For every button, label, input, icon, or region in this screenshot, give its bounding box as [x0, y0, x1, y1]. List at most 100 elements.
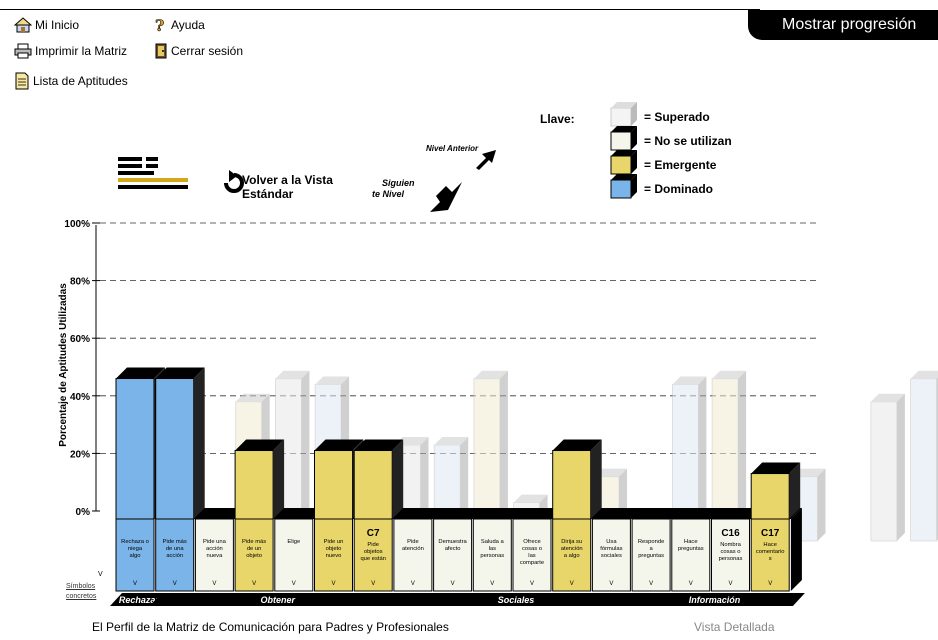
print-matrix-label: Imprimir la Matriz [35, 44, 127, 58]
concrete-symbols-link-2[interactable]: concretos [66, 593, 97, 600]
ghost-bar-top [712, 370, 747, 379]
back-to-standard-view-link[interactable]: Volver a la Vista Estándar [242, 173, 333, 201]
group-bar-2 [387, 593, 647, 606]
cell-label-1: acción [166, 553, 183, 559]
group-label-3: Información [689, 595, 741, 605]
y-tick-label-5: 100% [64, 219, 90, 230]
bar-side-6 [392, 439, 404, 519]
cell-1 [155, 518, 195, 592]
logout-label: Cerrar sesión [171, 44, 244, 58]
key-swatch-1 [610, 131, 632, 151]
ghost-bar-top [870, 393, 905, 402]
home-link[interactable]: Mi Inicio [14, 17, 79, 33]
key-swatch-3 [610, 179, 632, 199]
cell-label-15: personas [719, 556, 743, 562]
document-icon [14, 72, 30, 90]
key-title: Llave: [540, 112, 575, 126]
cell-label-11: Dirija su [561, 539, 582, 545]
cell-label-5: nuevo [326, 553, 342, 559]
cell-7 [393, 518, 433, 592]
show-progression-button[interactable]: Mostrar progresión [748, 10, 938, 40]
ghost-bar [910, 378, 937, 542]
ghost-bar-side [896, 393, 905, 541]
cell-mark-10: V [530, 581, 534, 587]
back-to-standard-line1: Volver a la Vista [242, 173, 333, 187]
cell-8 [433, 518, 473, 592]
cell-label-10: las [528, 553, 536, 559]
key-swatch-side-2 [631, 150, 637, 174]
bar-side-3 [273, 439, 285, 519]
next-level-label-1[interactable]: Siguien [382, 178, 415, 188]
footer-title: El Perfil de la Matriz de Comunicación p… [92, 620, 449, 634]
cell-mark-8: V [451, 581, 455, 587]
cell-mark-16: V [768, 581, 772, 587]
next-level-arrow-icon [430, 182, 462, 212]
logout-link[interactable]: Cerrar sesión [154, 43, 243, 59]
print-matrix-link[interactable]: Imprimir la Matriz [14, 43, 127, 59]
cell-label-0: niega [128, 546, 143, 552]
bar-top-1 [155, 367, 205, 379]
detailed-view-link[interactable]: Vista Detallada [694, 620, 775, 634]
door-icon [154, 43, 168, 59]
cell-0 [115, 518, 155, 592]
previous-level-label[interactable]: Nivel Anterior [426, 144, 479, 153]
cell-label-10: Ofrece [523, 539, 540, 545]
cell-code-6: C7 [367, 528, 380, 539]
cell-label-16: s [769, 556, 772, 562]
bar-side-11 [590, 439, 602, 519]
cell-mark-9: V [490, 581, 494, 587]
key-swatch-0 [610, 107, 632, 127]
ghost-bar-top [513, 494, 548, 503]
concrete-symbols-link-1[interactable]: Símbolos [66, 583, 96, 590]
cell-label-15: cosas o [721, 549, 741, 555]
ghost-bar-top [275, 370, 310, 379]
cell-label-0: Rechaza o [121, 539, 149, 545]
home-icon [14, 17, 32, 33]
skills-list-link[interactable]: Lista de Aptitudes [14, 72, 128, 90]
cell-mark-3: V [252, 581, 256, 587]
cell-mark-14: V [689, 581, 693, 587]
bar-side-16 [789, 462, 801, 519]
cell-label-0: algo [130, 553, 141, 559]
matrix-logo-icon [118, 157, 188, 189]
back-to-standard-line2: Estándar [242, 187, 294, 201]
ghost-bar-side [499, 370, 508, 541]
help-link[interactable]: ? Ayuda [154, 17, 205, 33]
next-level-label-2[interactable]: te Nivel [372, 189, 405, 199]
ghost-bar-top [672, 376, 707, 385]
cell-2 [194, 518, 234, 592]
base-top [116, 508, 802, 519]
question-icon: ? [154, 17, 168, 33]
cell-label-11: a algo [564, 553, 580, 559]
key-swatch-top-0 [611, 102, 637, 108]
cell-label-3: de un [247, 546, 262, 552]
bar-11 [552, 450, 592, 520]
cell-label-16: comentario [756, 549, 785, 555]
cell-mark-6: V [371, 581, 375, 587]
cell-label-12: fórmulas [600, 546, 622, 552]
group-label-0: Rechazar [119, 595, 160, 605]
cell-label-2: acción [206, 546, 223, 552]
key-item-dominado: = Dominado [644, 182, 714, 196]
bar-top-5 [314, 439, 364, 451]
cell-label-13: Responde [638, 539, 664, 545]
cell-mark-5: V [331, 581, 335, 587]
key-swatch-2 [610, 155, 632, 175]
key-swatch-side-3 [631, 174, 637, 198]
cell-code-15: C16 [721, 528, 740, 539]
group-label-1: Obtener [261, 595, 296, 605]
y-tick-label-2: 40% [70, 392, 90, 403]
cell-mark-4: V [292, 581, 296, 587]
logo-bar [146, 164, 158, 168]
side-v-mark: V [98, 571, 103, 578]
logo-bar [118, 185, 188, 189]
cell-label-9: Saluda a [481, 539, 505, 545]
bar-top-6 [354, 439, 404, 451]
cell-mark-12: V [609, 581, 613, 587]
cell-16 [750, 518, 790, 592]
key-swatch-side-1 [631, 126, 637, 150]
svg-text:?: ? [155, 17, 164, 33]
cell-mark-11: V [570, 581, 574, 587]
cell-label-2: Pide una [203, 539, 227, 545]
